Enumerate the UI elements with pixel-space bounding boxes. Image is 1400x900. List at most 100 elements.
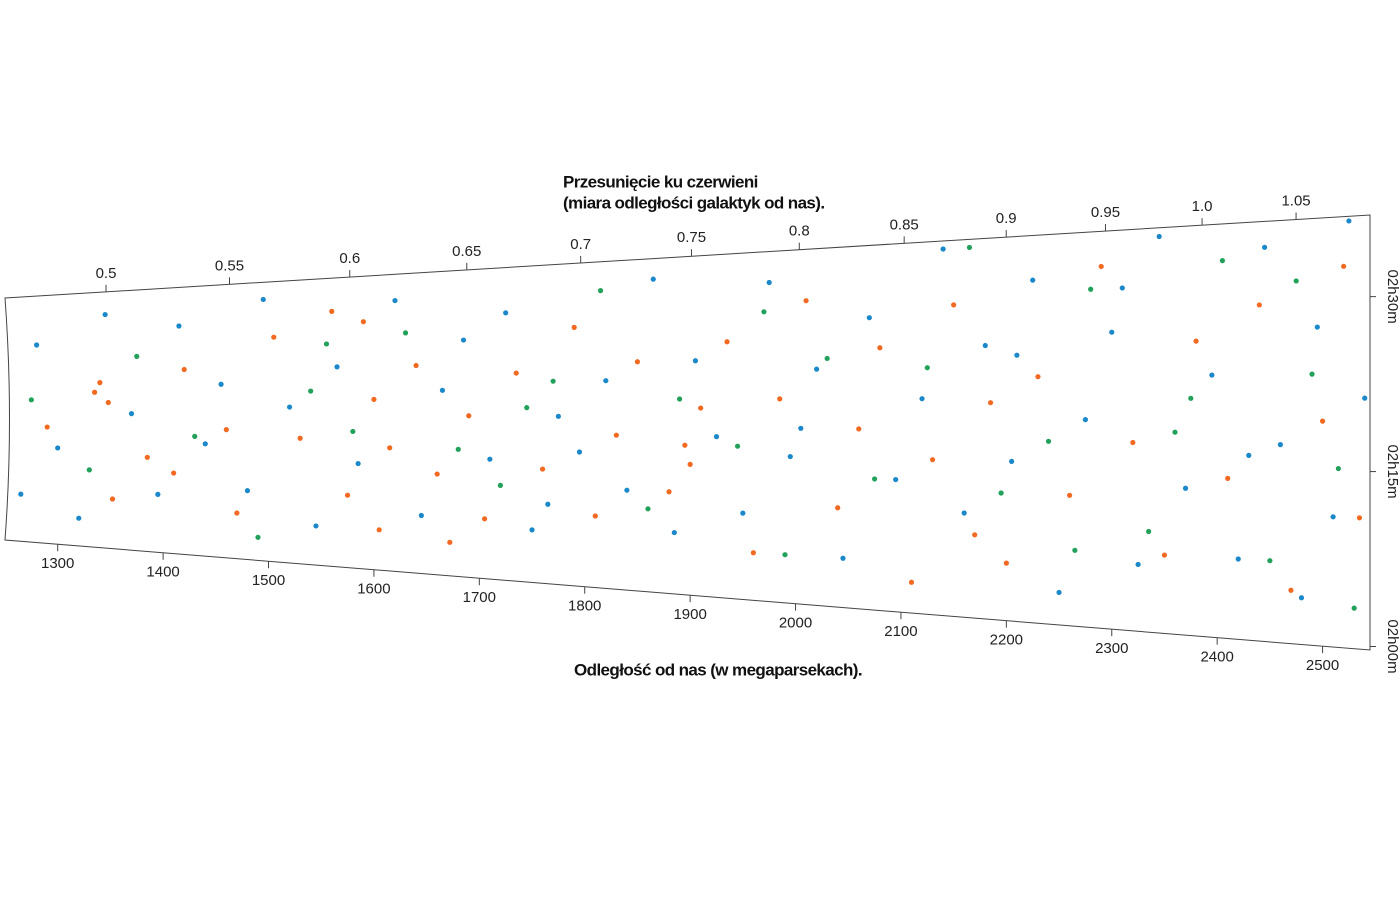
x2-tick-label: 1.05 [1281,192,1310,209]
galaxy-point [634,359,641,365]
galaxy-point [497,482,504,488]
galaxy-point [1045,438,1052,444]
galaxy-point [1219,258,1226,264]
galaxy-point [28,397,34,403]
galaxy-point [387,445,393,451]
galaxy-point [1082,417,1089,423]
galaxy-point [576,449,583,455]
galaxy-point [1135,561,1141,568]
galaxy-point [972,532,978,538]
galaxy-point [571,324,577,330]
galaxy-point [1003,560,1009,566]
galaxy-point [1014,352,1020,358]
galaxy-point [171,470,177,476]
galaxy-point [1066,492,1073,498]
galaxy-point [329,308,335,314]
galaxy-point [750,550,756,556]
galaxy-point [418,512,424,519]
galaxy-point [487,456,493,462]
galaxy-point [223,427,229,433]
x-tick-label: 1300 [41,555,74,572]
galaxy-point [466,413,472,419]
galaxy-point [1256,302,1262,308]
galaxy-point [376,527,382,533]
galaxy-point [447,539,453,545]
galaxy-point [1156,233,1162,240]
galaxy-point [1188,395,1194,401]
x-tick-label: 2000 [779,615,812,632]
x2-tick-label: 0.75 [677,229,706,246]
galaxy-point [1172,429,1178,435]
galaxy-point [1056,589,1062,596]
galaxy-point [313,523,319,529]
galaxy-point [1356,515,1363,521]
galaxy-point [134,353,140,359]
galaxy-point [1235,556,1241,562]
galaxy-point [951,302,957,308]
galaxy-point [603,378,609,384]
galaxy-point [840,555,846,561]
galaxy-point [44,424,50,430]
x2-tick-label: 1.0 [1192,198,1213,215]
galaxy-point [1351,605,1357,611]
galaxy-point [91,389,98,395]
x-tick-label: 2100 [884,623,917,640]
galaxy-point [698,405,704,411]
galaxy-point [1225,475,1231,481]
galaxy-point [761,309,767,315]
galaxy-point [202,441,208,447]
galaxy-point [176,323,182,329]
galaxy-point [929,457,936,463]
galaxy-point [1261,244,1268,250]
x-tick-label: 2200 [990,632,1023,649]
galaxy-point [1009,458,1015,465]
y-tick-label: 02h00m [1384,619,1400,673]
chart-subtitle: (miara odległości galaktyk od nas). [563,193,824,212]
x-tick-label: 2500 [1306,657,1339,674]
galaxy-point [1341,263,1347,269]
galaxy-point [545,501,551,507]
galaxy-point [524,405,530,411]
x-tick-label: 1900 [673,606,706,623]
galaxy-point [877,345,883,351]
galaxy-point [1209,372,1215,378]
galaxy-point [1030,277,1036,283]
galaxy-point [360,319,366,325]
x-axis-label: Odległość od nas (w megaparsekach). [574,660,862,679]
galaxy-point [1288,587,1294,593]
galaxy-point [613,432,619,438]
galaxy-point [18,491,24,497]
galaxy-point [344,492,351,498]
galaxy-point [1146,528,1152,535]
galaxy-point [740,510,746,516]
x2-tick-label: 0.95 [1091,204,1120,221]
galaxy-point [650,276,656,282]
galaxy-point [392,297,398,304]
galaxy-point [682,442,688,448]
galaxy-point [1130,439,1136,446]
galaxy-point [782,552,788,558]
galaxy-point [550,378,556,384]
galaxy-point [439,387,446,393]
galaxy-point [924,365,930,371]
galaxy-point [402,330,409,336]
galaxy-point [940,246,946,252]
x2-tick-label: 0.55 [215,257,244,274]
galaxy-point [55,445,61,451]
galaxy-point [1161,552,1168,558]
galaxy-point [1330,514,1336,520]
chart-title: Przesunięcie ku czerwieni [563,172,758,191]
galaxy-point [1072,547,1078,553]
galaxy-point [1319,418,1326,424]
galaxy-point [455,446,461,452]
galaxy-point [871,476,878,482]
galaxy-point [624,487,630,493]
galaxy-point [814,366,820,372]
galaxy-point [966,244,973,251]
galaxy-point [102,311,108,318]
galaxy-point [1119,285,1125,291]
galaxy-point [86,467,92,473]
galaxy-point [1109,329,1115,335]
